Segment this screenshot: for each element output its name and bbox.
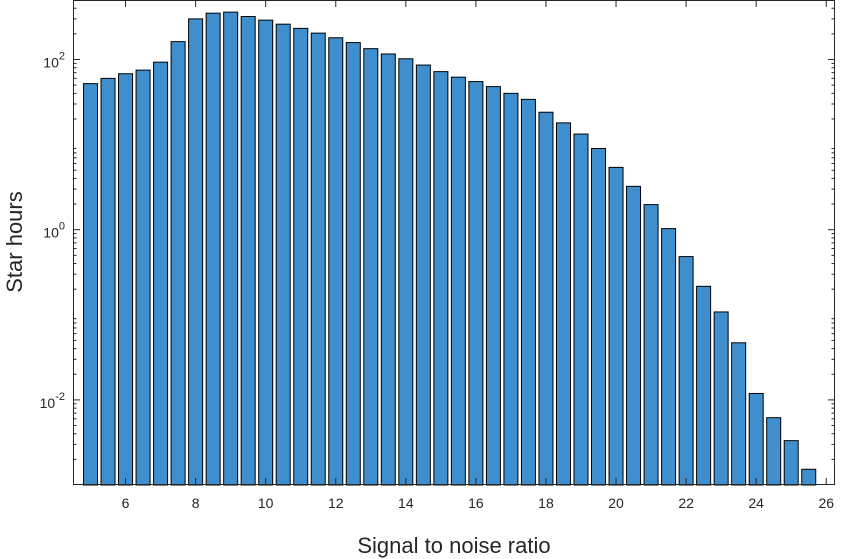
bar	[713, 311, 729, 486]
bar	[555, 122, 571, 486]
x-tick-label: 10	[258, 495, 274, 511]
y-tick-label: 102	[43, 50, 65, 70]
bar	[591, 147, 607, 486]
bar	[766, 417, 782, 486]
bar	[135, 69, 151, 486]
y-axis-ticks: 102 100 10-2	[40, 7, 835, 460]
bar	[485, 86, 501, 486]
bar	[223, 11, 239, 486]
bar	[328, 37, 344, 486]
bar	[433, 71, 449, 486]
bar	[205, 12, 221, 486]
x-tick-label: 22	[678, 495, 694, 511]
bar	[380, 53, 396, 486]
bar	[345, 42, 361, 486]
bar	[468, 81, 484, 486]
bar	[450, 76, 466, 486]
bar	[153, 61, 169, 486]
bar	[170, 41, 186, 486]
bar	[363, 48, 379, 486]
bar	[520, 98, 536, 486]
x-tick-label: 14	[398, 495, 414, 511]
bar	[188, 18, 204, 486]
bar	[748, 392, 764, 486]
bar	[696, 285, 712, 486]
bar	[573, 133, 589, 486]
x-tick-label: 26	[818, 495, 834, 511]
bar	[503, 92, 519, 486]
x-axis-label: Signal to noise ratio	[357, 533, 550, 558]
y-axis-label: Star hours	[2, 191, 27, 293]
bar	[293, 27, 309, 486]
bar-series	[83, 11, 817, 486]
bar	[118, 73, 134, 486]
bar	[643, 204, 659, 486]
bar	[731, 342, 747, 486]
bar	[310, 32, 326, 486]
x-tick-label: 18	[538, 495, 554, 511]
bar	[240, 15, 256, 486]
x-tick-label: 8	[192, 495, 200, 511]
bar	[783, 440, 799, 486]
bar	[801, 468, 817, 486]
x-tick-label: 12	[328, 495, 344, 511]
bar	[258, 19, 274, 486]
bar	[626, 185, 642, 486]
bar	[398, 58, 414, 486]
x-axis-ticks: 6 8 10 12 14 16 18 20 22 24 26	[122, 0, 834, 511]
x-tick-label: 24	[748, 495, 764, 511]
y-tick-label: 100	[43, 221, 65, 241]
y-tick-label: 10-2	[40, 391, 65, 411]
bar	[661, 228, 677, 486]
bar	[678, 256, 694, 486]
x-tick-label: 20	[608, 495, 624, 511]
bar	[100, 77, 116, 486]
bar	[83, 83, 99, 486]
bar	[538, 111, 554, 486]
bar	[275, 23, 291, 486]
x-tick-label: 6	[122, 495, 130, 511]
bar	[415, 64, 431, 486]
x-tick-label: 16	[468, 495, 484, 511]
bar	[608, 166, 624, 486]
